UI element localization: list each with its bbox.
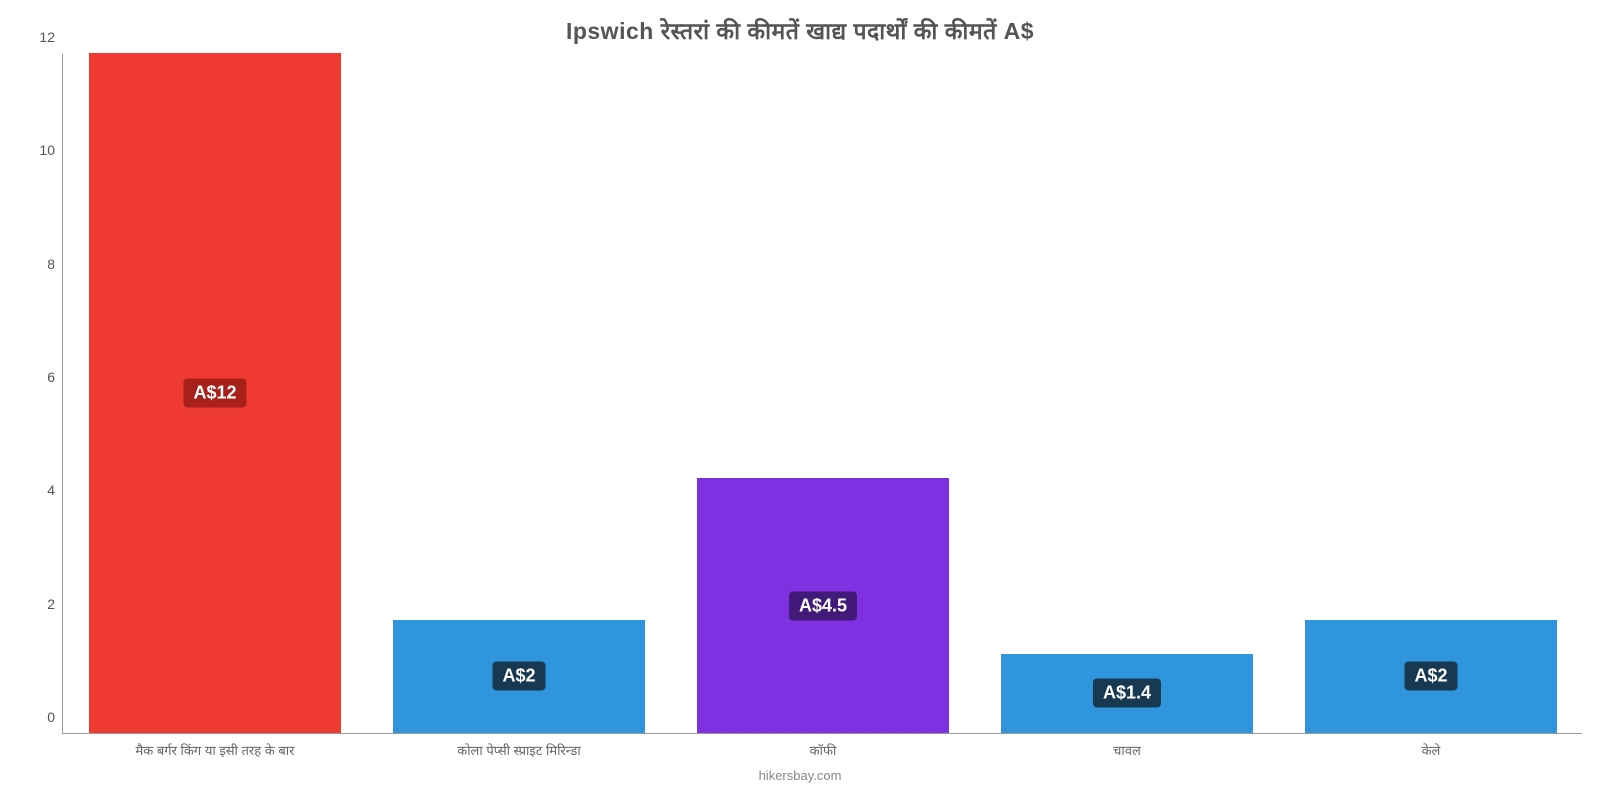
value-badge: A$4.5 [789, 591, 857, 620]
x-tick-label: कोला पेप्सी स्प्राइट मिरिन्डा [457, 733, 581, 759]
value-badge: A$1.4 [1093, 679, 1161, 708]
x-tick-label: केले [1422, 733, 1441, 759]
value-badge: A$2 [1404, 662, 1457, 691]
bar: A$12 [89, 53, 341, 733]
y-tick-label: 12 [39, 29, 63, 45]
bar: A$2 [1305, 620, 1557, 733]
bar: A$2 [393, 620, 645, 733]
bar: A$1.4 [1001, 654, 1253, 733]
bar-group: A$4.5कॉफी [697, 478, 949, 733]
y-tick-label: 4 [47, 482, 63, 498]
x-tick-label: मैक बर्गर किंग या इसी तरह के बार [136, 733, 295, 759]
attribution-text: hikersbay.com [759, 768, 842, 783]
bar: A$4.5 [697, 478, 949, 733]
chart-title: Ipswich रेस्तरां की कीमतें खाद्य पदार्थो… [0, 0, 1600, 46]
bar-group: A$2केले [1305, 620, 1557, 733]
y-tick-label: 6 [47, 369, 63, 385]
y-tick-label: 2 [47, 596, 63, 612]
x-tick-label: चावल [1113, 733, 1141, 759]
plot-area: 024681012A$12मैक बर्गर किंग या इसी तरह क… [62, 54, 1582, 734]
value-badge: A$2 [492, 662, 545, 691]
y-tick-label: 0 [47, 709, 63, 725]
bar-group: A$12मैक बर्गर किंग या इसी तरह के बार [89, 53, 341, 733]
x-tick-label: कॉफी [810, 733, 837, 759]
value-badge: A$12 [183, 379, 246, 408]
y-tick-label: 10 [39, 142, 63, 158]
bar-group: A$1.4चावल [1001, 654, 1253, 733]
bar-group: A$2कोला पेप्सी स्प्राइट मिरिन्डा [393, 620, 645, 733]
y-tick-label: 8 [47, 256, 63, 272]
